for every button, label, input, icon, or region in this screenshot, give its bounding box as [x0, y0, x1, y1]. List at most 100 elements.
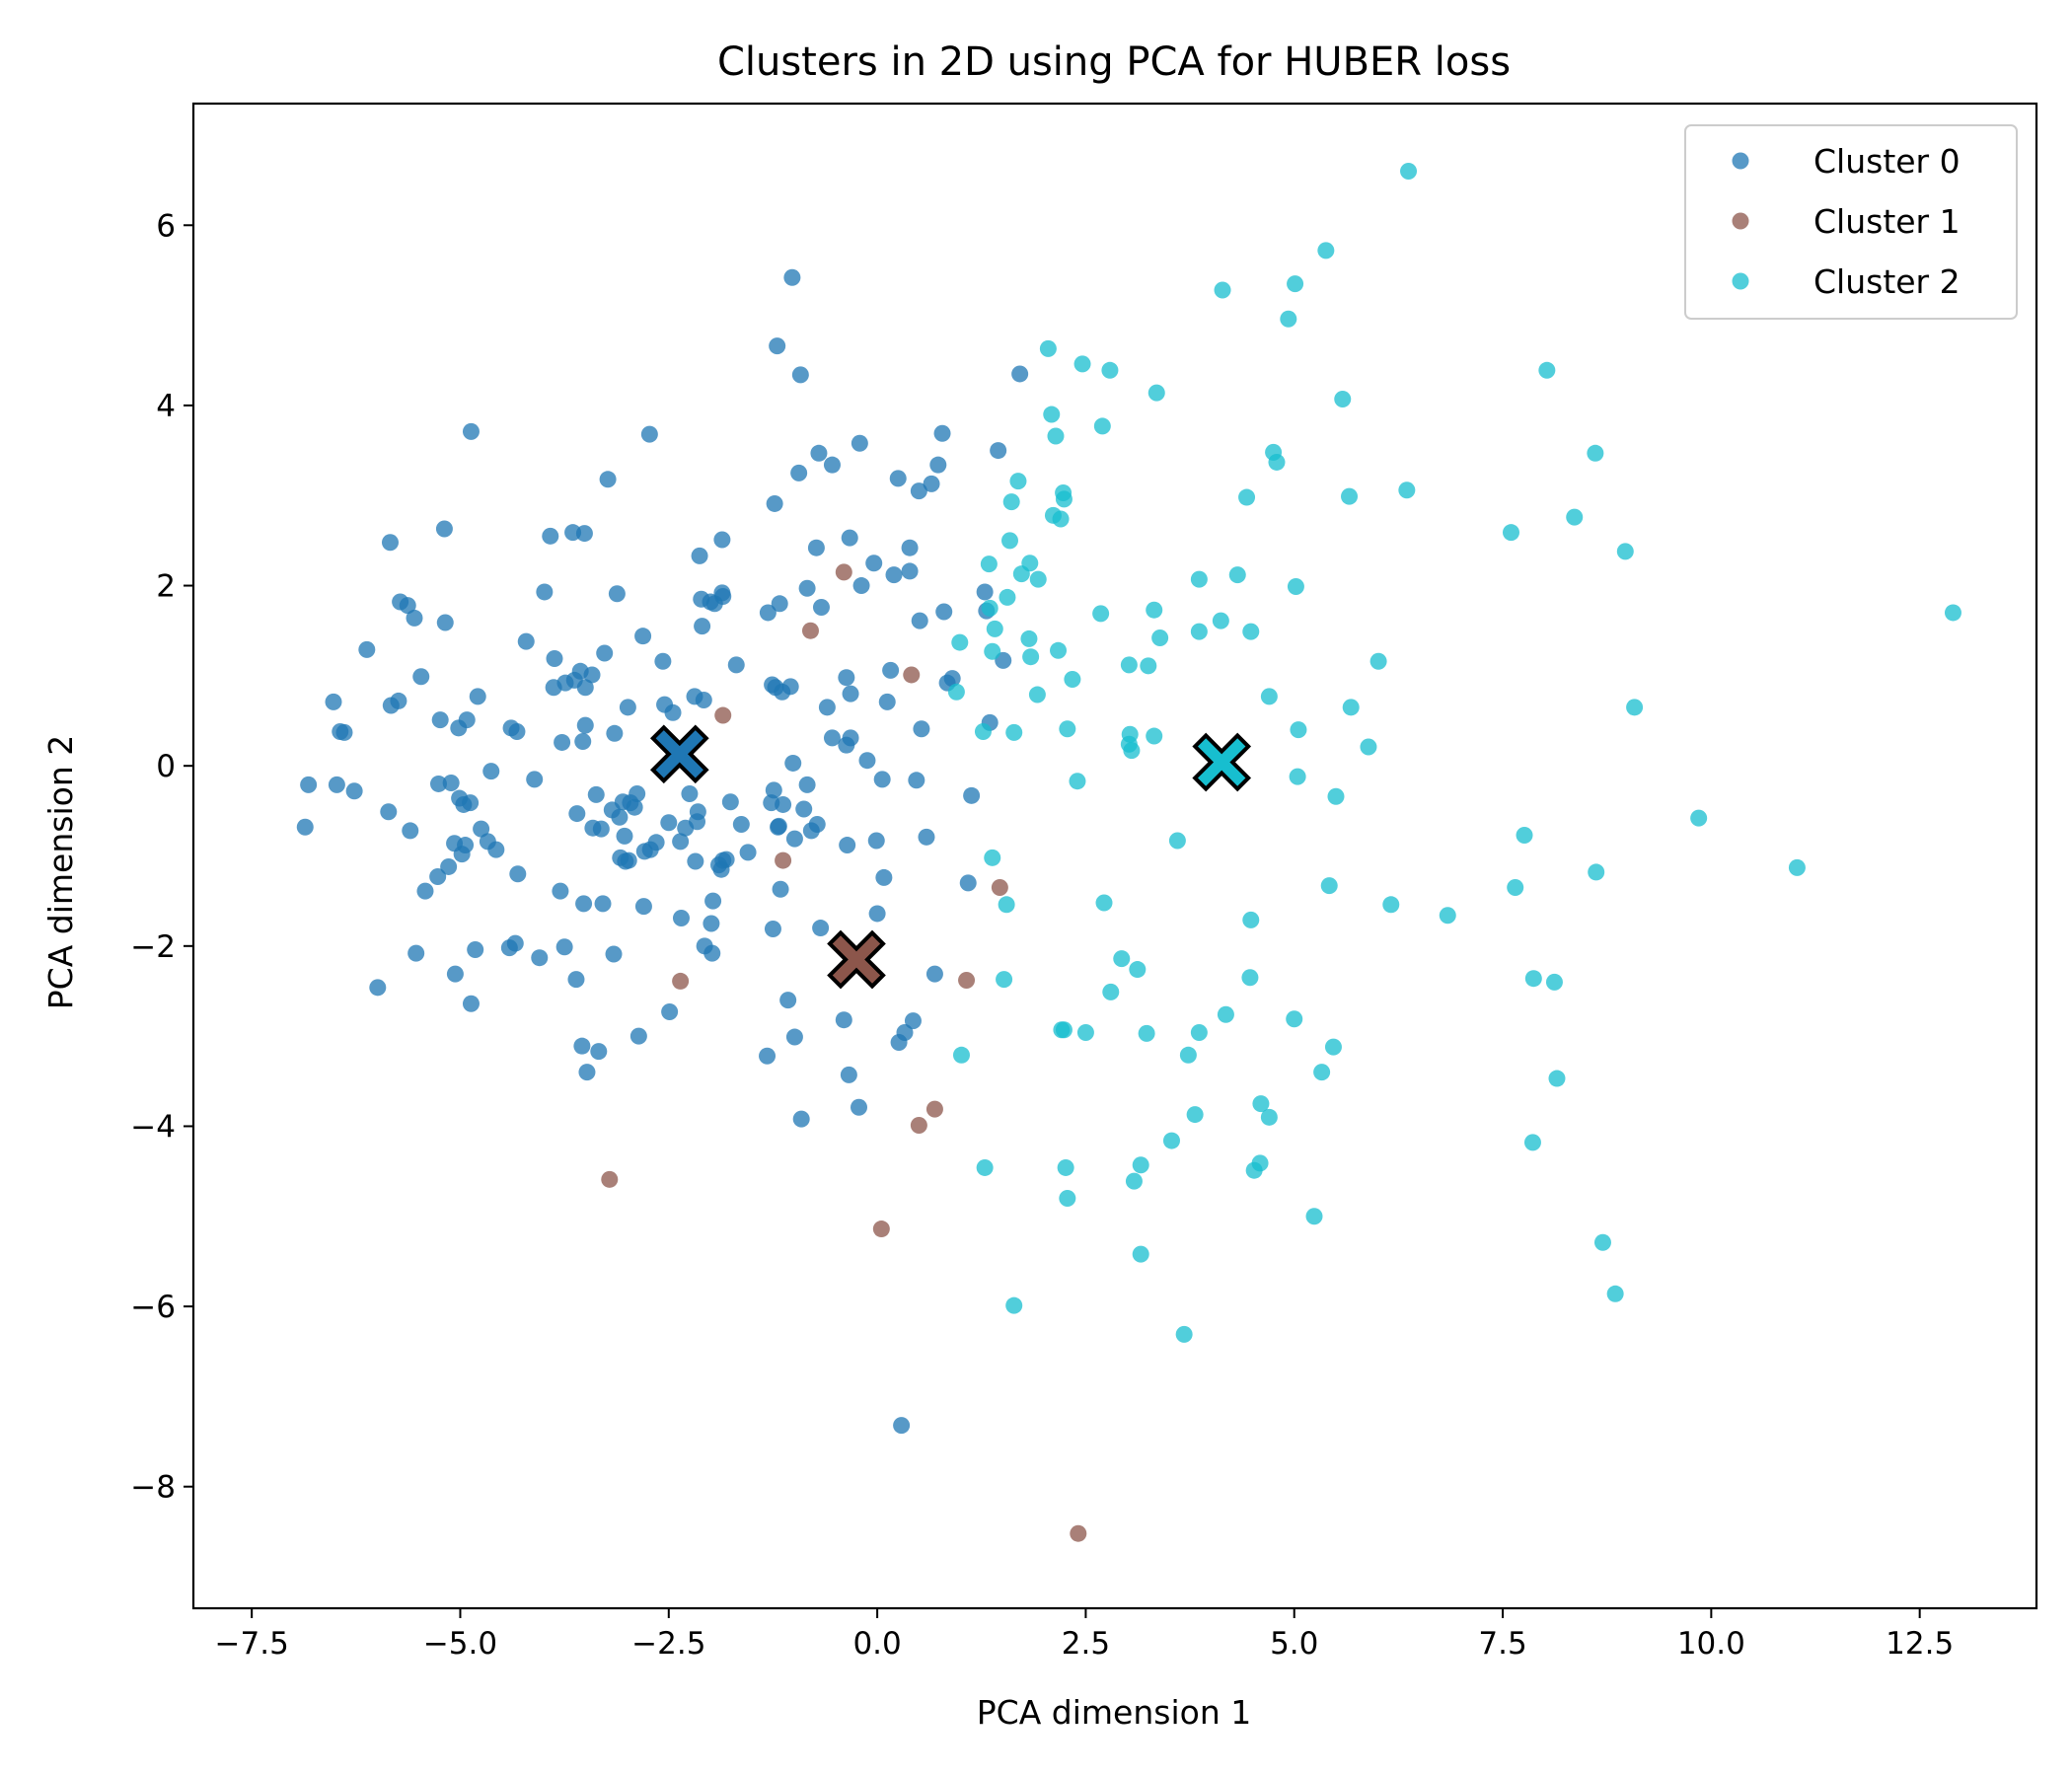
y-tick-label: −8 [130, 1470, 176, 1506]
data-point [703, 915, 720, 932]
x-tick-label: 0.0 [852, 1626, 901, 1662]
data-point [1593, 1233, 1611, 1251]
data-point [1113, 950, 1131, 968]
data-point [1252, 1095, 1270, 1113]
chart-title: Clusters in 2D using PCA for HUBER loss [717, 39, 1511, 85]
data-point [1057, 1158, 1074, 1176]
data-point [840, 1066, 857, 1083]
data-point [1132, 1156, 1149, 1174]
data-point [852, 577, 870, 595]
data-point [1212, 612, 1229, 629]
data-point [717, 851, 735, 868]
data-point [672, 972, 690, 990]
x-tick-label: 2.5 [1062, 1626, 1110, 1662]
data-point [714, 588, 732, 606]
data-point [893, 1417, 911, 1435]
data-point [873, 771, 891, 788]
data-point [592, 820, 610, 838]
data-point [991, 878, 1008, 896]
data-point [801, 622, 819, 639]
data-point [402, 822, 419, 840]
data-point [1242, 911, 1260, 928]
data-point [1616, 543, 1634, 560]
data-point [775, 851, 792, 869]
data-point [1168, 832, 1186, 850]
data-point [872, 1221, 890, 1238]
data-point [1360, 738, 1377, 756]
data-point [482, 763, 500, 780]
data-point [300, 776, 318, 793]
data-point [555, 938, 573, 956]
data-point [1523, 1134, 1541, 1151]
data-point [695, 692, 712, 709]
data-point [458, 711, 476, 729]
y-axis-label: PCA dimension 2 [41, 735, 80, 1009]
data-point [446, 965, 464, 983]
data-point [807, 539, 825, 556]
data-point [1341, 487, 1359, 505]
data-point [640, 425, 658, 443]
data-point [689, 803, 706, 821]
data-point [1052, 510, 1070, 528]
data-point [1093, 417, 1111, 435]
data-point [647, 834, 665, 851]
data-point [691, 547, 708, 564]
y-tick-label: −2 [130, 929, 176, 965]
data-point [823, 456, 841, 474]
data-point [798, 776, 816, 793]
data-point [838, 669, 855, 687]
points-layer [296, 162, 1961, 1542]
data-point [947, 683, 965, 701]
data-point [1146, 727, 1163, 745]
data-point [1092, 605, 1110, 623]
data-point [694, 618, 711, 635]
data-point [1566, 508, 1584, 526]
data-point [462, 794, 480, 812]
data-point [984, 849, 1001, 866]
data-point [554, 733, 571, 751]
data-point [998, 896, 1015, 914]
y-tick-label: 4 [156, 389, 176, 424]
data-point [575, 525, 593, 543]
data-point [1028, 686, 1046, 703]
data-point [380, 803, 398, 821]
data-point [858, 752, 876, 770]
data-point [599, 471, 617, 488]
data-point [568, 805, 586, 823]
data-point [1588, 863, 1605, 881]
data-point [875, 868, 893, 886]
data-point [1788, 858, 1806, 876]
data-point [1251, 1154, 1269, 1172]
data-point [784, 754, 802, 772]
series-0 [296, 268, 1029, 1435]
data-point [1146, 601, 1163, 619]
data-point [1398, 481, 1416, 499]
data-point [672, 833, 690, 851]
data-point [575, 895, 593, 913]
data-point [889, 470, 907, 487]
data-point [358, 640, 376, 658]
data-point [785, 830, 803, 848]
data-point [759, 1047, 777, 1065]
data-point [1548, 1070, 1566, 1087]
data-point [546, 650, 563, 668]
data-point [469, 688, 486, 705]
x-tick-label: 12.5 [1886, 1626, 1954, 1662]
data-point [594, 895, 612, 913]
data-point [792, 1110, 810, 1128]
data-point [1287, 577, 1304, 595]
data-point [1095, 894, 1113, 912]
data-point [935, 603, 953, 621]
data-point [808, 816, 826, 834]
data-point [1320, 877, 1338, 895]
data-point [1327, 787, 1345, 805]
data-point [943, 670, 961, 688]
data-point [908, 772, 925, 789]
data-point [999, 588, 1016, 606]
data-point [1021, 555, 1039, 572]
data-point [1944, 604, 1961, 622]
data-point [542, 527, 559, 545]
data-point [611, 808, 629, 826]
data-point [770, 817, 787, 835]
data-point [1043, 406, 1061, 423]
